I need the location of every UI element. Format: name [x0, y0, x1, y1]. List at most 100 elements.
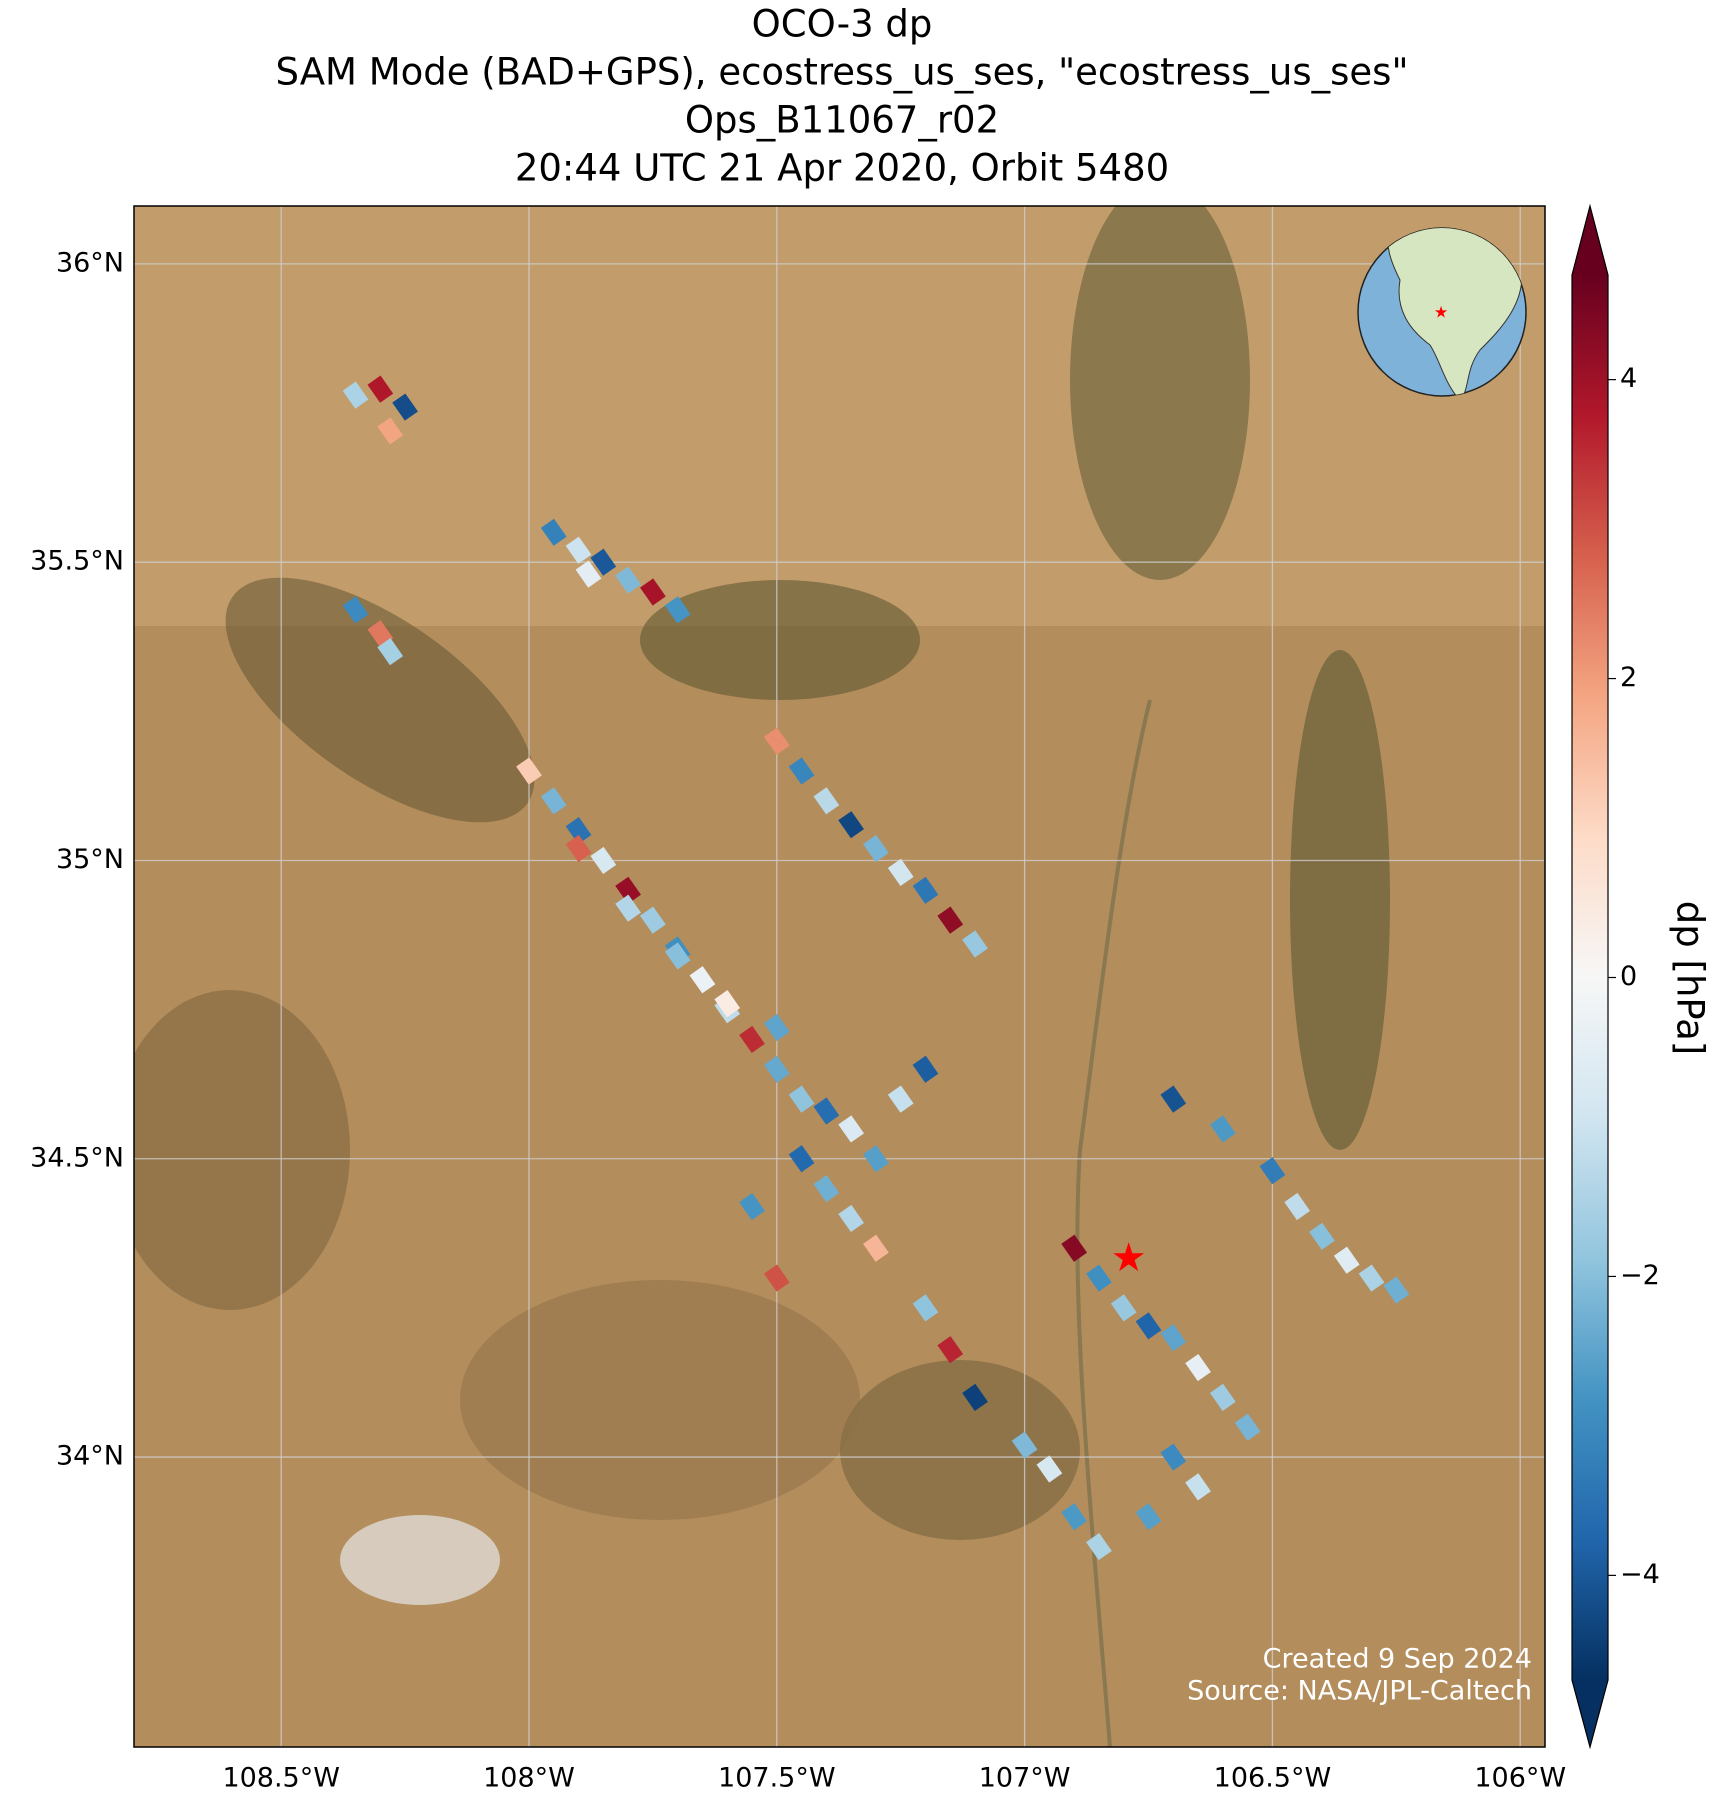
inset-globe: ★	[1357, 227, 1527, 397]
sounding	[1160, 1324, 1187, 1352]
sounding	[788, 757, 815, 785]
sounding	[565, 536, 592, 564]
sounding	[1209, 1115, 1236, 1143]
sounding	[689, 966, 716, 994]
sounding	[937, 1336, 964, 1364]
colorbar-frame	[1571, 203, 1609, 1750]
sounding	[788, 1145, 815, 1173]
sounding	[615, 876, 641, 904]
sounding	[590, 846, 617, 875]
sounding	[1110, 1294, 1137, 1322]
y-tick-label: 35.5°N	[30, 546, 124, 577]
sounding	[392, 393, 418, 421]
sounding	[575, 560, 602, 588]
title-line: 20:44 UTC 21 Apr 2020, Orbit 5480	[515, 147, 1169, 190]
colorbar: −4 −2 0 2 4 dp [hPa]	[1571, 203, 1712, 1750]
x-tick-label: 108°W	[483, 1763, 575, 1794]
sounding	[367, 620, 394, 648]
sounding	[912, 1294, 939, 1322]
title-line: Ops_B11067_r02	[685, 99, 999, 142]
colorbar-body	[1572, 275, 1608, 1680]
sounding	[1358, 1264, 1385, 1292]
sounding	[640, 906, 666, 934]
sounding	[615, 566, 641, 594]
sounding	[342, 596, 369, 624]
credit: Source: NASA/JPL-Caltech	[1187, 1676, 1532, 1707]
title-line: SAM Mode (BAD+GPS), ecostress_us_ses, "e…	[276, 51, 1409, 94]
y-tick-label: 35°N	[56, 844, 124, 875]
sounding	[540, 518, 567, 546]
sounding	[763, 1013, 790, 1042]
sounding	[962, 1383, 988, 1411]
sounding	[714, 990, 741, 1018]
x-tick-label: 106.5°W	[1214, 1763, 1332, 1794]
svg-text:★: ★	[1434, 303, 1448, 322]
x-tick-label: 106°W	[1474, 1763, 1566, 1794]
colorbar-tick-label: −4	[1620, 1559, 1660, 1590]
sounding	[1036, 1455, 1063, 1483]
sounding	[1086, 1532, 1112, 1561]
sounding	[516, 757, 542, 785]
sounding	[763, 727, 790, 755]
sounding	[377, 417, 404, 445]
sounding	[1061, 1503, 1088, 1531]
colorbar-tick-label: 0	[1620, 961, 1637, 992]
sounding	[1160, 1085, 1187, 1113]
sounding	[838, 811, 865, 839]
sounding	[887, 1085, 914, 1113]
x-tick-label: 108.5°W	[222, 1763, 340, 1794]
sounding	[887, 858, 914, 886]
sounding	[640, 578, 666, 606]
sounding	[937, 906, 964, 934]
sounding	[565, 817, 592, 845]
sounding	[763, 1055, 790, 1083]
sounding	[813, 1174, 840, 1203]
y-tick-label: 34.5°N	[30, 1142, 124, 1173]
sounding	[1135, 1503, 1162, 1531]
colorbar-tick-label: 4	[1620, 363, 1637, 394]
sounding	[863, 1145, 889, 1173]
sounding	[1333, 1246, 1360, 1274]
sounding	[1185, 1353, 1211, 1382]
sounding	[788, 1085, 815, 1113]
sounding	[1061, 1234, 1088, 1262]
colorbar-tick-label: −2	[1620, 1260, 1660, 1291]
sounding	[664, 596, 691, 624]
title-line: OCO-3 dp	[752, 3, 933, 46]
sounding	[664, 942, 691, 970]
sounding	[1383, 1276, 1410, 1304]
sounding	[838, 1115, 865, 1143]
sounding	[565, 834, 592, 863]
target-star: ★	[1111, 1235, 1147, 1281]
sounding	[863, 834, 889, 863]
sounding	[739, 1025, 765, 1054]
sounding	[1209, 1383, 1236, 1411]
sounding	[739, 1192, 765, 1221]
sounding	[912, 1055, 939, 1083]
colorbar-extend	[1572, 1680, 1608, 1747]
x-tick-label: 107°W	[979, 1763, 1071, 1794]
sounding	[1160, 1443, 1187, 1471]
sounding	[1011, 1431, 1038, 1459]
sounding	[540, 787, 567, 815]
map-frame	[133, 205, 1546, 1748]
colorbar-label: dp [hPa]	[1669, 901, 1712, 1055]
sounding	[1234, 1413, 1261, 1441]
credit: Created 9 Sep 2024	[1263, 1644, 1532, 1675]
y-tick-label: 34°N	[56, 1441, 124, 1472]
basemap	[134, 206, 1545, 1747]
sounding	[1185, 1473, 1211, 1501]
sounding	[813, 787, 840, 815]
sounding	[763, 1264, 790, 1292]
sounding	[615, 894, 641, 922]
colorbar-tick-label: 2	[1620, 662, 1637, 693]
sounding	[1135, 1312, 1162, 1340]
sounding	[1086, 1264, 1112, 1292]
sounding	[590, 548, 617, 576]
sounding	[377, 638, 404, 666]
sounding	[863, 1234, 889, 1262]
sounding	[912, 876, 939, 904]
sounding	[367, 375, 394, 403]
sounding	[1309, 1222, 1335, 1250]
sounding	[1284, 1192, 1311, 1221]
